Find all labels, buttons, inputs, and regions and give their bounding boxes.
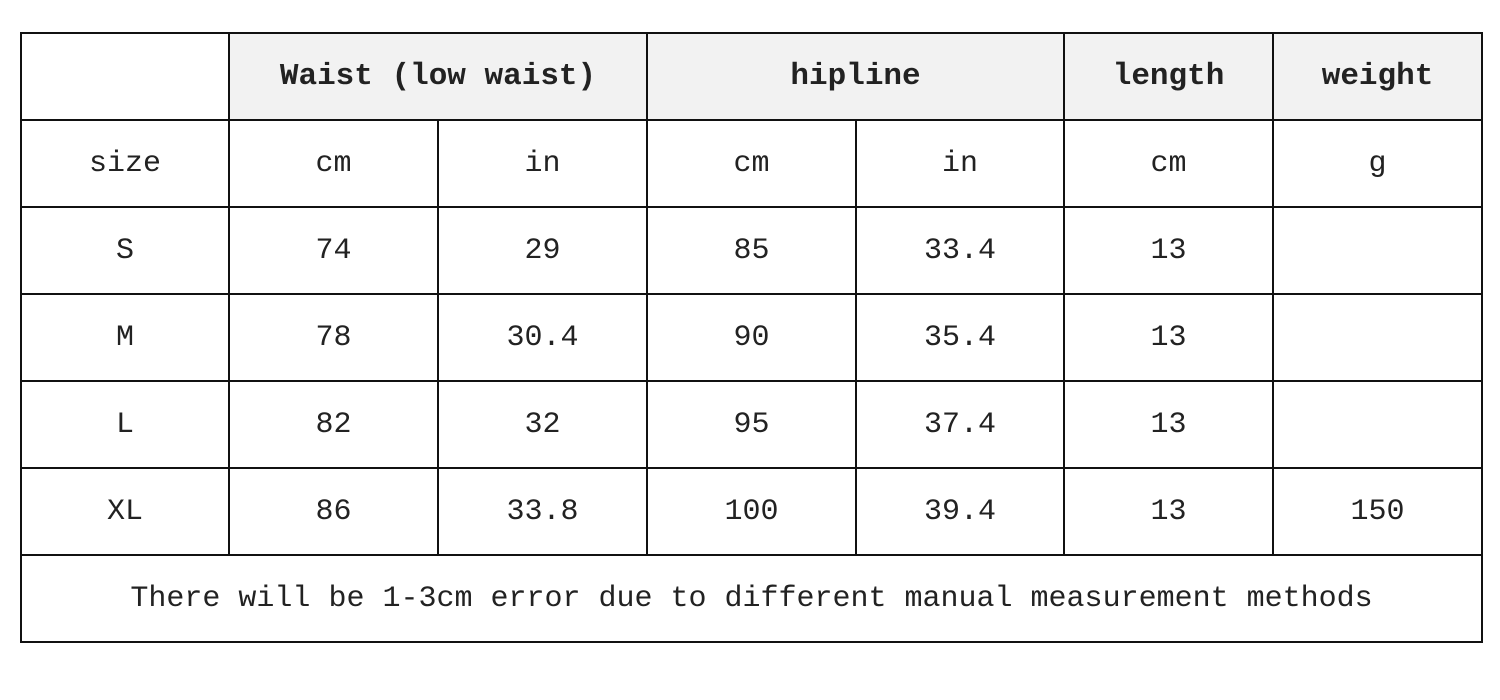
empty-cell (1272, 380, 1484, 469)
data-row: M 78 30.4 90 35.4 13 (20, 293, 1484, 382)
value-cell: 78 (228, 293, 439, 382)
size-cell: L (20, 380, 230, 469)
value-cell: 37.4 (855, 380, 1066, 469)
unit-cell: in (855, 119, 1066, 208)
value-cell: 13 (1063, 467, 1275, 556)
unit-cell: cm (228, 119, 439, 208)
value-cell: 150 (1272, 467, 1484, 556)
unit-cell: g (1272, 119, 1484, 208)
value-cell: 35.4 (855, 293, 1066, 382)
value-cell: 86 (228, 467, 439, 556)
header-cell: weight (1272, 32, 1484, 121)
value-cell: 13 (1063, 206, 1275, 295)
unit-cell: cm (646, 119, 858, 208)
header-cell: length (1063, 32, 1275, 121)
size-cell: M (20, 293, 230, 382)
note-cell: There will be 1-3cm error due to differe… (19, 554, 1484, 643)
value-cell: 13 (1063, 380, 1275, 469)
unit-cell: size (20, 119, 230, 208)
value-cell: 82 (228, 380, 439, 469)
data-row: XL 86 33.8 100 39.4 13 150 (20, 467, 1484, 556)
note-row: There will be 1-3cm error due to differe… (19, 554, 1484, 643)
header-row: Waist (low waist) hipline length weight (20, 32, 1484, 121)
data-row: S 74 29 85 33.4 13 (20, 206, 1484, 295)
unit-cell: in (436, 119, 649, 208)
value-cell: 95 (646, 380, 858, 469)
value-cell: 29 (436, 206, 649, 295)
size-table: Waist (low waist) hipline length weight size… (19, 32, 1484, 643)
size-cell: XL (20, 467, 230, 556)
value-cell: 74 (228, 206, 439, 295)
empty-cell (1272, 206, 1484, 295)
blank-cell (20, 32, 230, 121)
header-cell: hipline (646, 32, 1066, 121)
value-cell: 13 (1063, 293, 1275, 382)
value-cell: 85 (646, 206, 858, 295)
value-cell: 33.4 (855, 206, 1066, 295)
data-row: L 82 32 95 37.4 13 (20, 380, 1484, 469)
value-cell: 100 (646, 467, 858, 556)
value-cell: 30.4 (436, 293, 649, 382)
value-cell: 90 (646, 293, 858, 382)
size-cell: S (20, 206, 230, 295)
units-row: size cm in cm in cm g (20, 119, 1484, 208)
value-cell: 32 (436, 380, 649, 469)
value-cell: 33.8 (436, 467, 649, 556)
table-body: Waist (low waist) hipline length weight size… (19, 32, 1484, 643)
empty-cell (1272, 293, 1484, 382)
unit-cell: cm (1063, 119, 1275, 208)
value-cell: 39.4 (855, 467, 1066, 556)
header-cell: Waist (low waist) (227, 32, 649, 121)
